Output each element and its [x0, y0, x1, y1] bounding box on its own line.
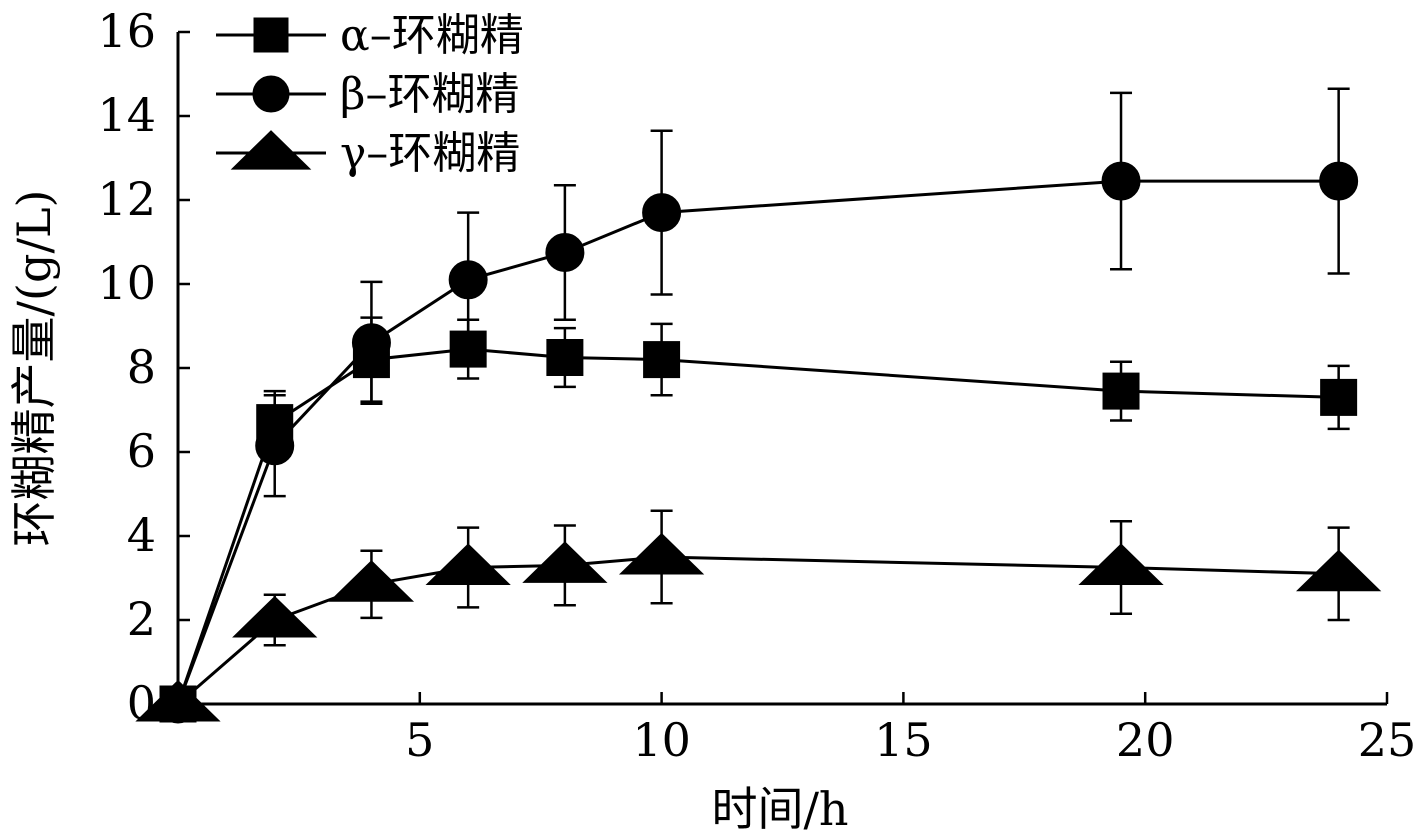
y-tick-label: 10	[97, 256, 156, 310]
series-circle	[158, 87, 1359, 724]
series-line	[176, 347, 1339, 705]
data-point	[232, 595, 318, 638]
data-point	[255, 426, 295, 466]
series-line	[177, 555, 1339, 706]
y-tick-label: 2	[127, 592, 156, 646]
x-tick-label: 10	[632, 713, 691, 767]
data-point	[1319, 161, 1359, 201]
data-point	[618, 532, 705, 575]
data-point	[1101, 161, 1141, 201]
data-point	[351, 323, 391, 363]
legend-item: β–环糊精	[216, 69, 519, 120]
x-tick-label: 20	[1116, 713, 1175, 767]
x-tick-label: 25	[1358, 713, 1415, 767]
y-tick-label: 16	[97, 4, 156, 58]
data-point	[522, 541, 608, 583]
data-point	[135, 679, 221, 722]
series-layer	[135, 87, 1382, 724]
legend-marker	[253, 17, 289, 53]
legend-marker	[252, 75, 290, 113]
data-point	[642, 193, 682, 233]
y-tick-label: 8	[127, 340, 156, 394]
data-point	[425, 543, 511, 586]
data-point	[448, 260, 488, 300]
y-tick-label: 14	[97, 88, 156, 142]
series-triangle	[135, 509, 1382, 722]
legend-marker	[230, 130, 312, 170]
legend-item: α–环糊精	[216, 10, 524, 61]
y-tick-label: 12	[97, 172, 156, 226]
x-tick-label: 5	[405, 713, 434, 767]
data-point	[1078, 543, 1164, 586]
legend: α–环糊精 β–环糊精 γ–环糊精	[216, 10, 524, 179]
legend-label: α–环糊精	[340, 10, 524, 61]
data-point	[1320, 378, 1358, 416]
data-point	[643, 341, 681, 379]
legend-item: γ–环糊精	[216, 128, 520, 179]
axes: 5 10 15 20 25 0 2 4 6 8 10 12 14 16	[97, 4, 1415, 767]
data-point	[328, 560, 415, 602]
x-tick-label: 15	[874, 713, 933, 767]
y-tick-label: 4	[127, 508, 156, 562]
y-axis-title: 环糊精产量/(g/L)	[7, 190, 61, 547]
y-tick-label: 0	[127, 676, 156, 730]
data-point	[545, 233, 585, 272]
legend-label: β–环糊精	[340, 69, 519, 120]
series-line	[176, 179, 1339, 705]
data-point	[1102, 372, 1140, 410]
y-tick-label: 6	[127, 424, 156, 478]
x-axis-title: 时间/h	[711, 782, 848, 836]
data-point	[546, 339, 584, 376]
data-point	[1296, 549, 1382, 592]
legend-label: γ–环糊精	[340, 128, 520, 179]
